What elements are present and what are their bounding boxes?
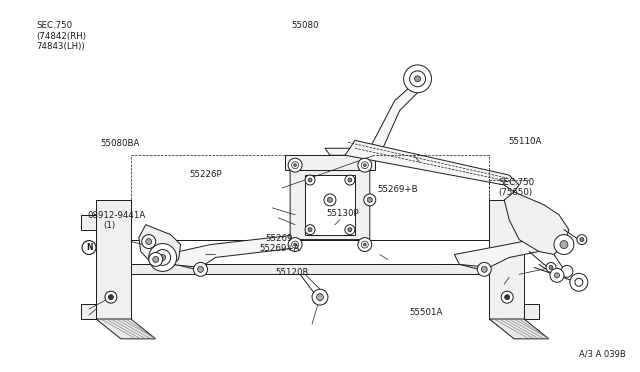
Circle shape <box>198 266 204 272</box>
Circle shape <box>166 253 170 256</box>
Polygon shape <box>285 155 375 170</box>
Circle shape <box>163 250 173 259</box>
Text: 55269+A: 55269+A <box>259 244 300 253</box>
Polygon shape <box>290 165 370 240</box>
Text: (1): (1) <box>103 221 115 230</box>
Circle shape <box>108 295 113 299</box>
Polygon shape <box>489 200 524 319</box>
Text: 55226P: 55226P <box>189 170 222 179</box>
Circle shape <box>505 295 509 299</box>
Circle shape <box>288 158 302 172</box>
Circle shape <box>292 162 299 169</box>
Circle shape <box>348 228 352 232</box>
Text: 55130P: 55130P <box>326 209 359 218</box>
Circle shape <box>142 235 156 248</box>
Polygon shape <box>454 235 559 267</box>
Circle shape <box>364 243 366 246</box>
Circle shape <box>367 198 372 202</box>
Circle shape <box>477 262 492 276</box>
Circle shape <box>501 291 513 303</box>
Circle shape <box>577 235 587 244</box>
Circle shape <box>554 235 574 254</box>
Circle shape <box>324 194 336 206</box>
Circle shape <box>148 253 163 266</box>
Circle shape <box>288 238 302 251</box>
Polygon shape <box>305 175 355 235</box>
Circle shape <box>415 76 420 82</box>
Polygon shape <box>504 192 569 254</box>
Circle shape <box>153 256 159 262</box>
Polygon shape <box>166 235 300 267</box>
Circle shape <box>561 265 573 277</box>
Text: (74842(RH): (74842(RH) <box>36 32 86 41</box>
Text: 55110A: 55110A <box>508 137 541 146</box>
Text: 55501A: 55501A <box>409 308 443 317</box>
Text: (75650): (75650) <box>499 188 532 197</box>
Circle shape <box>312 289 328 305</box>
Circle shape <box>148 244 177 271</box>
Circle shape <box>362 162 368 169</box>
Circle shape <box>305 225 315 235</box>
Circle shape <box>305 175 315 185</box>
Circle shape <box>105 291 117 303</box>
Text: 74843(LH)): 74843(LH)) <box>36 42 85 51</box>
Circle shape <box>570 273 588 291</box>
Circle shape <box>580 238 584 241</box>
Circle shape <box>308 178 312 182</box>
Polygon shape <box>139 225 180 267</box>
Circle shape <box>317 294 323 301</box>
Circle shape <box>410 71 426 87</box>
Circle shape <box>358 158 372 172</box>
Circle shape <box>294 243 296 246</box>
Text: A/3 A 039B: A/3 A 039B <box>579 350 626 359</box>
Text: 55080: 55080 <box>291 21 319 30</box>
Polygon shape <box>524 215 539 230</box>
Text: 55269+B: 55269+B <box>378 185 418 194</box>
Circle shape <box>82 241 96 254</box>
Circle shape <box>554 273 559 278</box>
Circle shape <box>404 65 431 93</box>
Text: 08912-9441A: 08912-9441A <box>88 211 146 220</box>
Text: SEC.750: SEC.750 <box>499 178 534 187</box>
Circle shape <box>146 238 152 244</box>
Polygon shape <box>81 304 96 319</box>
Circle shape <box>364 194 376 206</box>
Polygon shape <box>96 319 156 339</box>
Polygon shape <box>325 83 420 155</box>
Circle shape <box>292 241 299 248</box>
Polygon shape <box>345 140 519 192</box>
Circle shape <box>294 164 296 167</box>
Circle shape <box>155 250 171 265</box>
Polygon shape <box>81 215 96 230</box>
Circle shape <box>308 228 312 232</box>
Text: 55120R: 55120R <box>275 268 309 277</box>
Circle shape <box>345 175 355 185</box>
Polygon shape <box>96 200 131 319</box>
Circle shape <box>546 262 556 272</box>
Text: N: N <box>86 243 92 252</box>
Circle shape <box>550 268 564 282</box>
Circle shape <box>575 278 583 286</box>
Text: SEC.750: SEC.750 <box>36 21 72 30</box>
Text: 55080BA: 55080BA <box>100 139 140 148</box>
Circle shape <box>362 241 368 248</box>
Text: 55269: 55269 <box>266 234 293 243</box>
Circle shape <box>358 238 372 251</box>
Circle shape <box>560 241 568 248</box>
Circle shape <box>549 265 553 269</box>
Circle shape <box>348 178 352 182</box>
Circle shape <box>481 266 487 272</box>
Circle shape <box>193 262 207 276</box>
Circle shape <box>328 198 332 202</box>
Circle shape <box>345 225 355 235</box>
Polygon shape <box>524 304 539 319</box>
Polygon shape <box>131 264 489 274</box>
Circle shape <box>364 164 366 167</box>
Polygon shape <box>489 319 549 339</box>
Polygon shape <box>131 240 489 264</box>
Circle shape <box>160 254 166 260</box>
